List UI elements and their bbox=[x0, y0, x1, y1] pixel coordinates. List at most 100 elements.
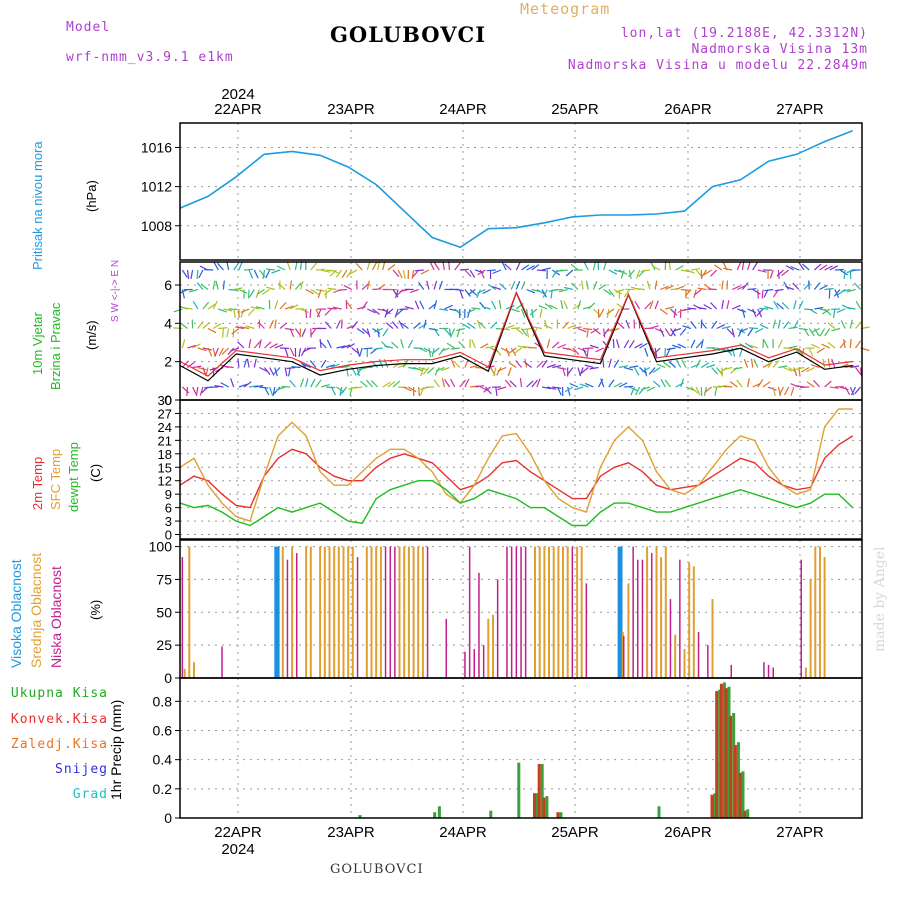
wind-barb bbox=[716, 324, 726, 330]
wind-barb bbox=[441, 378, 445, 388]
wind-barb bbox=[361, 282, 370, 290]
wind-barb bbox=[196, 282, 204, 290]
wind-barb bbox=[706, 364, 716, 369]
wind-barb bbox=[440, 366, 450, 372]
wind-barb bbox=[726, 328, 734, 336]
wind-barb bbox=[562, 321, 570, 329]
mid-cloud-bar bbox=[375, 546, 378, 678]
wind-barb bbox=[665, 306, 675, 310]
wind-barb bbox=[450, 328, 456, 337]
wind-barb bbox=[803, 328, 810, 337]
wind-barb bbox=[434, 367, 440, 376]
wind-barb bbox=[613, 382, 623, 388]
wind-barb bbox=[240, 326, 250, 330]
wind-barb bbox=[335, 320, 341, 329]
wind-barb bbox=[690, 339, 696, 349]
mid-cloud-bar bbox=[674, 634, 677, 678]
low-cloud-bar bbox=[286, 559, 289, 678]
convective-rain-bar bbox=[738, 772, 742, 818]
wind-barb bbox=[714, 264, 723, 271]
wind-barb bbox=[513, 347, 522, 354]
wind-barb bbox=[664, 328, 671, 337]
wind-barb bbox=[186, 386, 189, 397]
wind-barb bbox=[454, 288, 464, 292]
wind-barb bbox=[315, 379, 322, 388]
wind-barb bbox=[467, 308, 471, 318]
wind-barb bbox=[635, 288, 645, 291]
convective-rain-bar bbox=[542, 797, 546, 818]
wind-barb bbox=[310, 328, 317, 337]
wind-barb bbox=[629, 365, 639, 369]
wind-barb bbox=[843, 269, 846, 279]
wind-barb bbox=[762, 362, 772, 369]
wind-barb bbox=[785, 285, 795, 291]
wind-barb bbox=[743, 358, 749, 368]
wind-barb bbox=[660, 378, 666, 388]
wind-barb bbox=[324, 321, 332, 329]
wind-barb bbox=[384, 308, 389, 318]
wind-barb bbox=[471, 307, 481, 310]
wind-barb bbox=[403, 386, 412, 392]
total-rain-bar bbox=[713, 793, 717, 818]
low-cloud-bar bbox=[482, 645, 485, 678]
wind-barb bbox=[188, 288, 198, 293]
mid-cloud-bar bbox=[562, 546, 564, 678]
wind-barb bbox=[737, 328, 743, 337]
wind-barb bbox=[346, 343, 355, 349]
wind-barb bbox=[811, 327, 820, 334]
wind-barb bbox=[606, 308, 615, 315]
convective-rain-bar bbox=[715, 691, 719, 818]
mid-cloud-bar bbox=[664, 546, 667, 678]
wind-barb bbox=[248, 338, 252, 349]
mid-cloud-bar bbox=[534, 546, 536, 678]
wind-barb bbox=[748, 327, 758, 330]
low-cloud-bar bbox=[389, 546, 391, 678]
wind-barb bbox=[212, 300, 218, 310]
mid-cloud-bar bbox=[323, 546, 326, 678]
wind-barb bbox=[284, 305, 294, 310]
wind-barb bbox=[277, 283, 286, 290]
wind-barb bbox=[849, 386, 855, 396]
y-tick-label: 100 bbox=[149, 539, 173, 555]
wind-barb bbox=[259, 366, 268, 373]
wind-barb bbox=[377, 284, 386, 291]
mid-cloud-bar bbox=[333, 546, 336, 678]
mid-cloud-bar bbox=[580, 546, 583, 678]
wind-barb bbox=[458, 341, 466, 349]
wind-barb bbox=[197, 320, 204, 329]
mid-cloud-bar bbox=[342, 546, 345, 678]
wind-barb bbox=[215, 280, 219, 290]
date-label-top: 27APR bbox=[776, 101, 824, 118]
wind-barb bbox=[666, 347, 676, 351]
total-rain-bar bbox=[718, 689, 722, 818]
wind-barb bbox=[181, 386, 190, 394]
y-tick-label: 3 bbox=[165, 514, 172, 529]
mid-cloud-bar bbox=[655, 546, 658, 678]
wind-barb bbox=[398, 320, 404, 329]
wind-barb bbox=[700, 321, 707, 329]
wind-barb bbox=[546, 363, 556, 369]
wind-barb bbox=[714, 386, 718, 396]
wind-barb bbox=[544, 319, 548, 329]
wind-barb bbox=[253, 269, 259, 279]
mid-cloud-bar bbox=[421, 546, 424, 678]
wind-barb bbox=[522, 327, 532, 331]
date-label-bottom: 25APR bbox=[551, 824, 599, 841]
wind-barb bbox=[180, 322, 188, 329]
wind-barb bbox=[385, 308, 394, 316]
wind-barb bbox=[752, 308, 757, 318]
wind-barb bbox=[585, 280, 589, 290]
wind-barb bbox=[426, 280, 430, 290]
date-label-bottom: 22APR bbox=[214, 824, 262, 841]
wind-barb bbox=[490, 321, 498, 329]
low-cloud-bar bbox=[730, 664, 732, 678]
wind-barb bbox=[271, 269, 281, 274]
wind-barb bbox=[228, 288, 238, 291]
wind-barb bbox=[493, 367, 497, 377]
low-cloud-bar bbox=[641, 559, 644, 678]
wind-barb bbox=[305, 288, 314, 295]
y-tick-label: 0 bbox=[164, 670, 172, 686]
wind-barb bbox=[366, 379, 373, 388]
wind-barb bbox=[849, 338, 852, 349]
